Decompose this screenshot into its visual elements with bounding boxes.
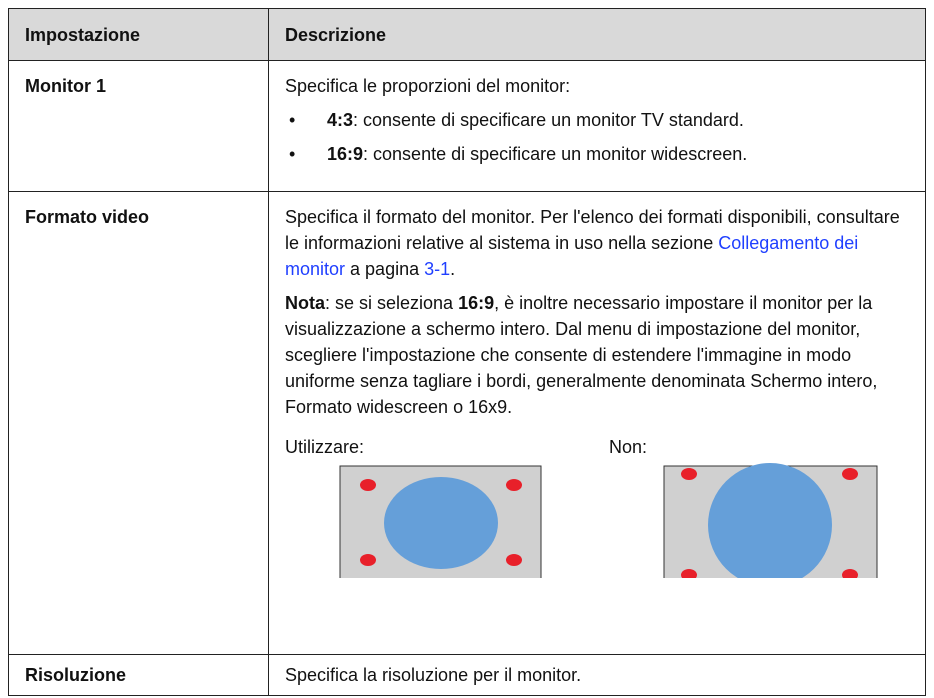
description: Specifica la risoluzione per il monitor. bbox=[268, 654, 926, 696]
row: Monitor 1 Specifica le proporzioni del m… bbox=[8, 60, 926, 192]
dot bbox=[681, 569, 697, 578]
text: . bbox=[450, 259, 456, 279]
description: Specifica le proporzioni del monitor: 4:… bbox=[268, 60, 926, 192]
text: Specifica il formato del monitor. Per l'… bbox=[285, 207, 900, 253]
image bbox=[384, 477, 498, 569]
dot bbox=[360, 554, 376, 566]
setting: Formato video bbox=[8, 191, 269, 655]
term: 4:3 bbox=[327, 110, 354, 130]
dot bbox=[506, 554, 522, 566]
text: Specifica le proporzioni del monitor: bbox=[285, 76, 571, 96]
text: Specifica il formato del monitor. Per l'… bbox=[285, 204, 911, 282]
examples: Utilizzare: Non: bbox=[285, 428, 911, 578]
term: 16:9 bbox=[458, 293, 495, 313]
row: Risoluzione Specifica la risoluzione per… bbox=[8, 654, 926, 696]
header-row: Impostazione Descrizione bbox=[8, 8, 926, 61]
text: a pagina bbox=[345, 259, 425, 279]
link[interactable]: 3-1 bbox=[424, 259, 451, 279]
dot bbox=[842, 468, 858, 480]
note-label: Nota bbox=[285, 293, 325, 313]
illustration bbox=[339, 463, 878, 578]
text: : se si seleziona bbox=[325, 293, 459, 313]
bullet: 4:3: consente di specificare un monitor … bbox=[285, 107, 911, 133]
link[interactable]: Collegamento dei monitor bbox=[285, 233, 859, 279]
settings-table: Impostazione Descrizione Monitor 1 Speci… bbox=[8, 8, 926, 696]
dot bbox=[360, 479, 376, 491]
note: Nota: se si seleziona 16:9, è inoltre ne… bbox=[285, 290, 911, 420]
list: 4:3: consente di specificare un monitor … bbox=[285, 107, 911, 167]
description: Specifica il formato del monitor. Per l'… bbox=[268, 191, 926, 655]
setting: Risoluzione bbox=[8, 654, 269, 696]
header-cell: Descrizione bbox=[268, 8, 926, 61]
text: : consente di specificare un monitor TV … bbox=[353, 110, 744, 130]
image bbox=[708, 463, 832, 578]
header-cell: Impostazione bbox=[8, 8, 269, 61]
row: Formato video Specifica il formato del m… bbox=[8, 191, 926, 655]
dot bbox=[842, 569, 858, 578]
text: , è inoltre necessario impostare il moni… bbox=[285, 293, 878, 417]
dot bbox=[506, 479, 522, 491]
term: 16:9 bbox=[327, 144, 364, 164]
label: Utilizzare: bbox=[285, 437, 365, 457]
label: Non: bbox=[609, 437, 648, 457]
dot bbox=[681, 468, 697, 480]
bullet: 16:9: consente di specificare un monitor… bbox=[285, 141, 911, 167]
text: : consente di specificare un monitor wid… bbox=[363, 144, 748, 164]
setting: Monitor 1 bbox=[8, 60, 269, 192]
